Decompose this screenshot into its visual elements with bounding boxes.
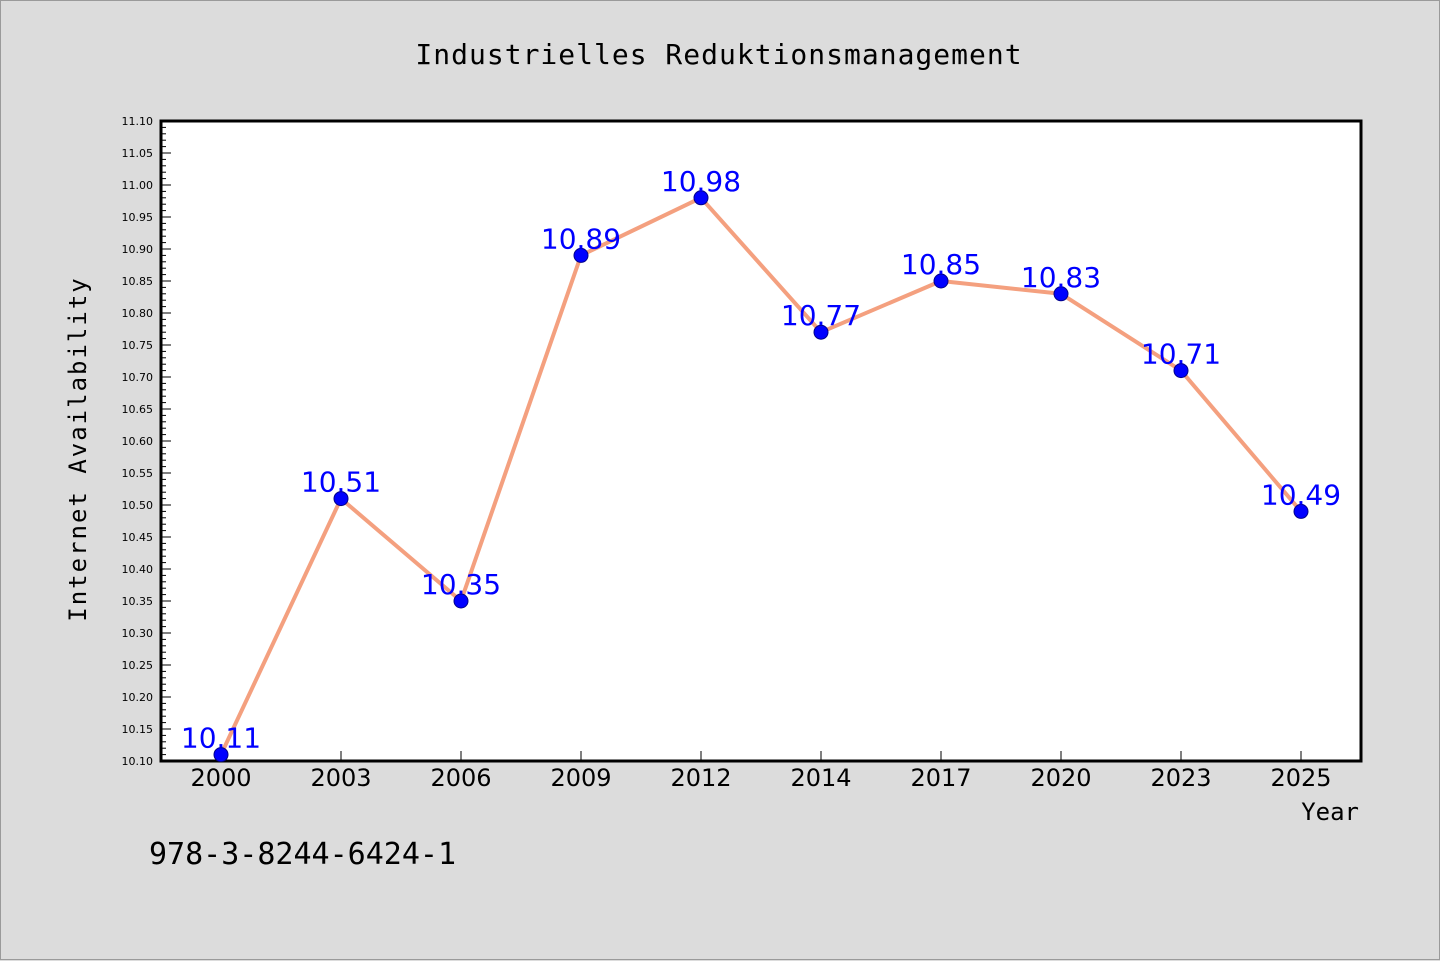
data-point [453,593,469,609]
y-axis-label: Internet Availability [64,276,92,621]
data-label: 10.89 [541,222,621,255]
y-tick-label: 10.30 [122,627,154,640]
x-tick-label: 2025 [1270,764,1331,792]
data-point [933,273,949,289]
y-tick-label: 11.10 [122,115,154,128]
x-tick-label: 2012 [670,764,731,792]
data-label: 10.83 [1021,261,1101,294]
data-point [213,747,229,763]
x-axis: 2000 2003 2006 2009 2012 2014 2017 2020 2023 2025 [190,751,1332,792]
y-tick-label: 10.85 [122,275,154,288]
y-tick-label: 10.45 [122,531,154,544]
y-tick-label: 10.35 [122,595,154,608]
data-point [1173,363,1189,379]
y-tick-label: 10.55 [122,467,154,480]
x-tick-label: 2023 [1150,764,1211,792]
x-tick-label: 2020 [1030,764,1091,792]
series-markers [213,190,1309,763]
data-point [693,190,709,206]
data-label: 10.51 [301,466,381,499]
x-tick-label: 2009 [550,764,611,792]
data-labels: 10.11 10.51 10.35 10.89 10.98 10.77 10.85 10.83… [181,165,1341,755]
data-point [813,324,829,340]
data-label: 10.11 [181,722,261,755]
y-tick-label: 10.95 [122,211,154,224]
data-point [573,247,589,263]
y-tick-label: 10.15 [122,723,154,736]
y-tick-label: 10.65 [122,403,154,416]
plot-area [159,119,1363,763]
y-tick-label: 10.60 [122,435,154,448]
y-tick-label: 10.80 [122,307,154,320]
x-tick-label: 2003 [310,764,371,792]
data-label: 10.77 [781,299,861,332]
y-tick-label: 10.50 [122,499,154,512]
x-tick-label: 2014 [790,764,851,792]
y-tick-label: 11.00 [122,179,154,192]
y-tick-label: 10.10 [122,755,154,768]
y-tick-label: 11.05 [122,147,154,160]
y-tick-label: 10.90 [122,243,154,256]
y-tick-label: 10.20 [122,691,154,704]
series-line-path [219,195,1303,757]
x-axis-label: Year [1301,798,1359,826]
data-label: 10.71 [1141,338,1221,371]
x-tick-label: 2017 [910,764,971,792]
data-label: 10.85 [901,248,981,281]
x-tick-label: 2000 [190,764,251,792]
y-tick-label: 10.75 [122,339,154,352]
y-tick-label: 10.40 [122,563,154,576]
y-tick-label: 10.25 [122,659,154,672]
data-point [1053,286,1069,302]
data-label: 10.35 [421,568,501,601]
data-point [1293,503,1309,519]
data-point [333,491,349,507]
chart-title: Industrielles Reduktionsmanagement [415,38,1022,71]
data-label: 10.98 [661,165,741,198]
y-axis: 10.10 10.15 10.20 10.25 10.30 10.35 10.40 10.45… [122,115,171,768]
y-tick-label: 10.70 [122,371,154,384]
series-line [219,195,1303,757]
isbn-code: 978-3-8244-6424-1 [149,837,456,872]
data-label: 10.49 [1261,478,1341,511]
x-tick-label: 2006 [430,764,491,792]
